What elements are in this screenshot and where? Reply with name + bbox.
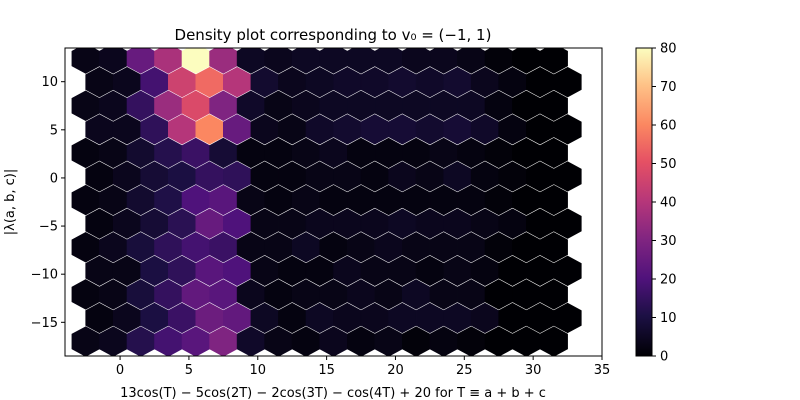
- hex-bin: [553, 161, 582, 192]
- hexbin-layer: [71, 48, 582, 356]
- x-tick-label: 0: [116, 363, 124, 378]
- colorbar-tick-label: 80: [660, 42, 677, 57]
- x-tick-label: 30: [525, 363, 542, 378]
- x-tick: 35: [594, 356, 611, 378]
- x-tick-label: 5: [185, 363, 193, 378]
- y-tick: 10: [41, 75, 65, 90]
- x-tick: 20: [387, 356, 404, 378]
- hex-bin: [539, 184, 568, 216]
- colorbar-tick-label: 70: [660, 80, 677, 95]
- hex-bin: [553, 255, 582, 287]
- hex-bin: [553, 114, 582, 145]
- colorbar-tick: 70: [652, 80, 677, 95]
- hex-bin: [539, 90, 568, 121]
- y-tick: −15: [31, 316, 65, 331]
- y-tick-label: −15: [31, 316, 58, 331]
- colorbar-tick-label: 50: [660, 157, 677, 172]
- colorbar-tick: 10: [652, 311, 677, 326]
- y-tick-label: −5: [39, 220, 58, 235]
- colorbar-tick-label: 20: [660, 273, 677, 288]
- plot-frame: [64, 47, 603, 357]
- hex-bin: [539, 326, 568, 356]
- y-tick-label: 5: [50, 123, 58, 138]
- x-tick: 25: [456, 356, 473, 378]
- y-tick: 5: [50, 123, 65, 138]
- x-tick: 10: [249, 356, 266, 378]
- hex-bin: [539, 279, 568, 310]
- colorbar-tick: 0: [652, 350, 668, 365]
- x-tick-label: 15: [318, 363, 335, 378]
- x-tick: 15: [318, 356, 335, 378]
- y-tick: −5: [39, 220, 65, 235]
- y-tick-label: 10: [41, 75, 58, 90]
- hex-bin: [553, 302, 582, 334]
- colorbar: 0 10 20 30 40 50 60 70 80: [635, 42, 677, 365]
- colorbar-tick-label: 30: [660, 234, 677, 249]
- colorbar-tick: 60: [652, 119, 677, 134]
- colorbar-tick: 30: [652, 234, 677, 249]
- y-tick: −10: [31, 268, 65, 283]
- y-axis-label: |λ(a, b, c)|: [3, 169, 18, 236]
- hex-bin: [539, 137, 568, 169]
- colorbar-gradient: [635, 47, 653, 357]
- x-axis-label: 13cos(T) − 5cos(2T) − 2cos(3T) − cos(4T)…: [120, 386, 546, 400]
- hex-bin: [539, 232, 568, 263]
- x-tick-label: 35: [594, 363, 611, 378]
- colorbar-tick: 20: [652, 273, 677, 288]
- colorbar-tick: 50: [652, 157, 677, 172]
- x-tick-label: 20: [387, 363, 404, 378]
- colorbar-tick-label: 0: [660, 350, 668, 365]
- chart-title: Density plot corresponding to v₀ = (−1, …: [175, 26, 492, 44]
- y-axis: −15 −10 −5 0 5 10: [31, 75, 65, 331]
- colorbar-tick: 80: [652, 42, 677, 57]
- x-tick: 30: [525, 356, 542, 378]
- x-tick-label: 25: [456, 363, 473, 378]
- colorbar-tick-label: 10: [660, 311, 677, 326]
- hex-bin: [553, 208, 582, 239]
- x-tick: 0: [116, 356, 124, 378]
- colorbar-tick-label: 60: [660, 119, 677, 134]
- hex-bin: [539, 48, 568, 74]
- y-tick-label: 0: [50, 171, 58, 186]
- colorbar-tick: 40: [652, 196, 677, 211]
- x-axis: 0 5 10 15 20 25 30 35: [116, 356, 610, 378]
- y-tick: 0: [50, 171, 65, 186]
- colorbar-tick-label: 40: [660, 196, 677, 211]
- x-tick: 5: [185, 356, 193, 378]
- x-tick-label: 10: [249, 363, 266, 378]
- hex-bin: [553, 66, 582, 98]
- colorbar-ticks: 0 10 20 30 40 50 60 70 80: [652, 42, 677, 365]
- y-tick-label: −10: [31, 268, 58, 283]
